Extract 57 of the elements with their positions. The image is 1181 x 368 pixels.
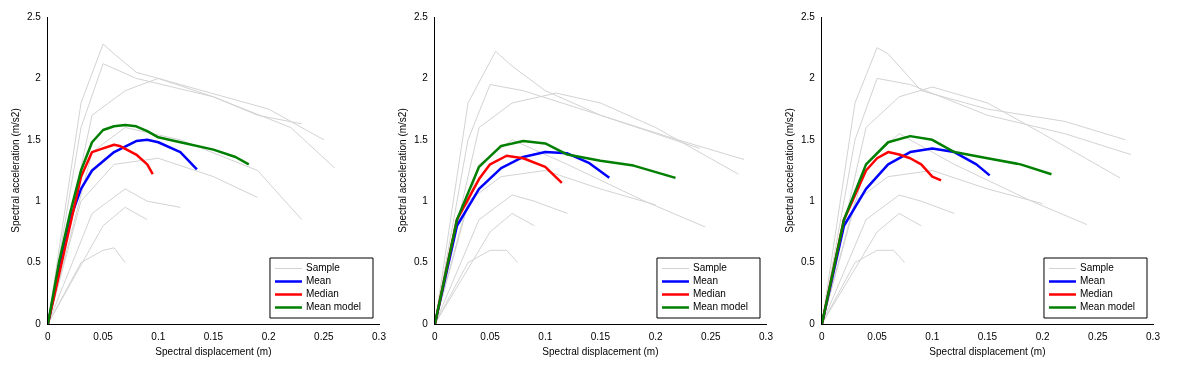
y-tick-label: 0: [809, 317, 816, 329]
y-tick-label: 1: [422, 194, 429, 206]
y-tick-label: 0.5: [801, 256, 816, 268]
y-tick-label: 0: [35, 317, 42, 329]
legend-label: Sample: [692, 262, 728, 274]
y-tick-label: 0.5: [414, 256, 429, 268]
x-tick-label: 0.2: [1035, 330, 1051, 342]
y-tick-label: 1: [35, 194, 42, 206]
x-axis-title: Spectral displacement (m): [542, 345, 659, 357]
legend-label: Median: [692, 288, 726, 300]
y-tick-label: 2: [422, 72, 429, 84]
x-tick-label: 0.3: [372, 330, 387, 342]
x-tick-label: 0: [432, 330, 439, 342]
legend-label: Mean model: [692, 301, 748, 313]
y-tick-label: 0: [422, 317, 429, 329]
y-tick-label: 0.5: [27, 256, 42, 268]
legend-label: Sample: [305, 262, 341, 274]
x-tick-label: 0.15: [977, 330, 998, 342]
legend-label: Mean model: [305, 301, 361, 313]
x-axis-title: Spectral displacement (m): [155, 345, 272, 357]
y-tick-label: 2.5: [801, 10, 816, 22]
x-tick-label: 0.1: [151, 330, 166, 342]
x-tick-label: 0.1: [925, 330, 940, 342]
legend-label: Median: [1079, 288, 1113, 300]
x-axis-title: Spectral displacement (m): [929, 345, 1046, 357]
x-tick-label: 0.3: [759, 330, 774, 342]
y-tick-label: 2: [809, 72, 816, 84]
x-tick-label: 0.25: [1088, 330, 1108, 342]
x-tick-label: 0.25: [314, 330, 334, 342]
x-tick-label: 0.15: [203, 330, 224, 342]
x-tick-label: 0: [45, 330, 52, 342]
y-tick-label: 1.5: [414, 133, 429, 145]
y-axis-title: Spectral acceleration (m/s2): [396, 108, 408, 233]
y-axis-title: Spectral acceleration (m/s2): [783, 108, 795, 233]
x-tick-label: 0.1: [538, 330, 553, 342]
legend-label: Mean: [305, 275, 331, 287]
x-tick-label: 0.05: [93, 330, 114, 342]
x-tick-label: 0.05: [480, 330, 501, 342]
y-tick-label: 1.5: [801, 133, 816, 145]
legend-label: Mean: [1079, 275, 1105, 287]
y-tick-label: 2.5: [27, 10, 42, 22]
legend-label: Median: [305, 288, 339, 300]
y-tick-label: 2: [35, 72, 42, 84]
x-tick-label: 0.2: [648, 330, 664, 342]
x-tick-label: 0.05: [867, 330, 888, 342]
x-tick-label: 0.2: [261, 330, 277, 342]
x-tick-label: 0.15: [590, 330, 611, 342]
y-axis-title: Spectral acceleration (m/s2): [9, 108, 21, 233]
x-tick-label: 0.25: [701, 330, 721, 342]
legend-label: Sample: [1079, 262, 1115, 274]
legend-label: Mean model: [1079, 301, 1135, 313]
x-tick-label: 0: [819, 330, 826, 342]
y-tick-label: 2.5: [414, 10, 429, 22]
x-tick-label: 0.3: [1146, 330, 1161, 342]
legend-label: Mean: [692, 275, 718, 287]
y-tick-label: 1: [809, 194, 816, 206]
y-tick-label: 1.5: [27, 133, 42, 145]
